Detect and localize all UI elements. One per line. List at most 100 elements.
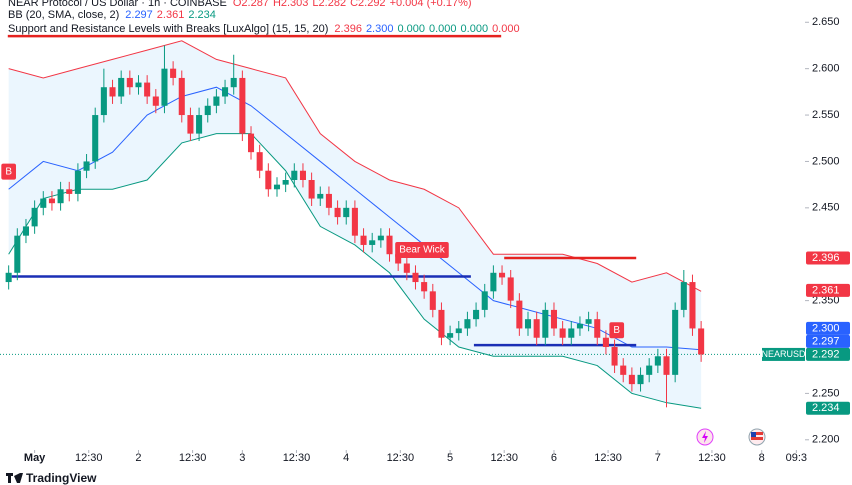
candle-body xyxy=(594,319,601,338)
y-tick-label: 2.550 xyxy=(812,109,840,121)
band-upper xyxy=(8,40,702,292)
x-tick-label: 12:30 xyxy=(698,452,726,464)
candle-body xyxy=(144,82,151,97)
candle-body xyxy=(490,272,497,292)
candle-body xyxy=(620,365,627,375)
y-tick-label: 2.450 xyxy=(812,202,840,214)
icon-flag xyxy=(748,428,766,446)
annotation: B xyxy=(609,322,625,339)
legend-value: 0.000 xyxy=(397,23,425,35)
legend-title: NEAR Protocol / US Dollar · 1h · COINBAS… xyxy=(8,0,227,9)
y-tick-label: 2.200 xyxy=(812,434,840,446)
price-badge xyxy=(806,321,850,335)
candle-body xyxy=(360,235,367,245)
annotation-box xyxy=(395,242,449,259)
candle-body xyxy=(196,115,203,134)
x-tick-label: 09:3 xyxy=(786,452,807,464)
candle-body xyxy=(559,328,566,338)
price-badge-label: 2.234 xyxy=(812,402,840,414)
price-badge-label: 2.396 xyxy=(812,252,840,264)
candle-body xyxy=(351,207,358,236)
legend-title: Support and Resistance Levels with Break… xyxy=(8,23,328,35)
header: NEAR Protocol / US Dollar · 1h · COINBAS… xyxy=(8,0,520,35)
branding: TradingView xyxy=(26,471,97,485)
candle-body xyxy=(524,319,532,329)
candle-body xyxy=(585,319,592,324)
candle-body xyxy=(178,77,185,116)
price-badge-label: 2.361 xyxy=(812,284,840,296)
candle-body xyxy=(247,133,255,153)
candle-body xyxy=(83,161,90,171)
candle-body xyxy=(386,235,393,255)
candle-body xyxy=(646,365,653,375)
y-tick-label: 2.250 xyxy=(812,387,840,399)
candle-body xyxy=(447,333,454,338)
candle-body xyxy=(256,152,263,171)
candle-body xyxy=(31,207,38,227)
legend-value: 0.000 xyxy=(429,23,457,35)
annotation-label: B xyxy=(5,166,12,177)
candle-body xyxy=(343,207,350,218)
candle-body xyxy=(170,68,177,78)
price-badge-label: 2.297 xyxy=(812,335,840,347)
candle-body xyxy=(22,226,29,236)
candle-body xyxy=(464,319,471,329)
candle-body xyxy=(611,347,618,366)
candle-body xyxy=(325,193,332,208)
candle-body xyxy=(230,77,237,88)
candle-body xyxy=(213,96,220,106)
logo xyxy=(6,473,23,483)
price-badge-label: 2.300 xyxy=(812,322,840,334)
candle-body xyxy=(152,96,159,106)
x-tick-label: 12:30 xyxy=(283,452,311,464)
price-badge xyxy=(806,401,850,415)
candle-body xyxy=(481,291,488,310)
candle-body xyxy=(14,235,21,273)
annotation-label: B xyxy=(613,325,620,336)
candle-body xyxy=(698,328,705,355)
legend-value: +0.004 (+0.17%) xyxy=(390,0,472,9)
candle-body xyxy=(40,198,47,208)
legend-value: H2.303 xyxy=(273,0,308,9)
candle-body xyxy=(533,319,540,338)
candle-body xyxy=(92,115,99,162)
candle-body xyxy=(654,356,661,366)
candle-body xyxy=(377,235,384,241)
annotation-box xyxy=(609,322,625,339)
candle-body xyxy=(516,300,523,329)
candle-body xyxy=(48,198,55,204)
x-tick-label: 12:30 xyxy=(387,452,415,464)
x-tick-label: 6 xyxy=(551,452,557,464)
candle-body xyxy=(5,272,12,283)
candle-body xyxy=(317,193,324,199)
x-tick-label: 12:30 xyxy=(490,452,518,464)
candle-body xyxy=(135,82,142,88)
x-tick-label: 5 xyxy=(447,452,453,464)
candle-body xyxy=(602,337,609,348)
plot-area: 2.650 2.600 2.550 2.500 2.450 2.350 2.250 2.200… xyxy=(0,16,850,464)
legend-value: 2.396 xyxy=(334,23,362,35)
candle-body xyxy=(204,105,211,116)
candle-body xyxy=(308,180,315,199)
candle-body xyxy=(282,180,289,185)
candle-body xyxy=(473,309,480,320)
candle-body xyxy=(663,356,670,375)
candle-body xyxy=(576,323,583,329)
legend-value: O2.287 xyxy=(233,0,269,9)
candle-body xyxy=(273,184,281,190)
candle-body xyxy=(429,291,436,310)
price-badge xyxy=(806,334,850,348)
legend-value: C2.292 xyxy=(350,0,385,9)
symbol-label: NEARUSD xyxy=(761,349,806,359)
candle-body xyxy=(369,240,376,245)
symbol-badge xyxy=(762,347,805,361)
legend-line: Support and Resistance Levels with Break… xyxy=(8,23,520,35)
annotation-label: Bear Wick xyxy=(399,245,446,256)
legend-value: 2.234 xyxy=(188,9,216,21)
candle-body xyxy=(455,328,462,334)
price-badge xyxy=(806,251,850,265)
x-tick-label: 4 xyxy=(343,452,349,464)
candle-body xyxy=(438,309,445,338)
candle-body xyxy=(499,272,506,278)
